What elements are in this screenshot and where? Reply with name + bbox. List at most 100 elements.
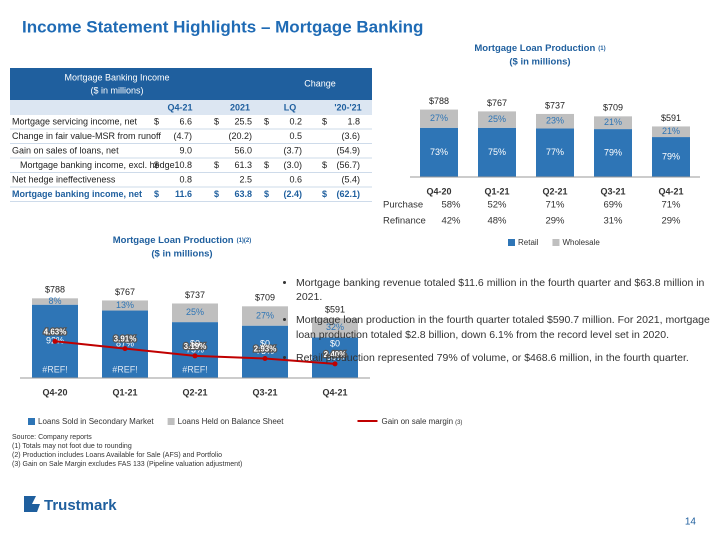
legend-name: Retail	[518, 238, 539, 247]
logo: Trustmark	[44, 497, 117, 514]
segment-label: 32%	[326, 322, 344, 332]
row-label: Mortgage banking income, net	[12, 189, 142, 199]
line-marker	[52, 338, 58, 344]
legend-label: Loans Held on Balance Sheet	[178, 417, 285, 426]
table-header: Change	[304, 78, 336, 88]
total-label: $709	[603, 103, 623, 113]
mix-value: 71%	[661, 200, 681, 211]
total-label: $591	[325, 305, 345, 315]
x-tick-label: Q4-20	[426, 186, 451, 196]
table-col-header: 2021	[230, 102, 250, 112]
table-cell: (62.1)	[336, 189, 360, 199]
x-tick-label: Q4-21	[322, 387, 347, 397]
table-col-bg	[10, 100, 372, 115]
mix-value: 58%	[441, 200, 461, 211]
legend-swatch	[508, 239, 515, 246]
total-label: $767	[115, 287, 135, 297]
table-cell: (3.6)	[341, 131, 360, 141]
chart-title: Mortgage Loan Production (1)(2)	[113, 235, 252, 246]
currency: $	[214, 160, 219, 170]
chart-title-text: Mortgage Loan Production	[474, 43, 595, 54]
currency: $	[264, 116, 269, 126]
mix-label: Purchase	[383, 200, 423, 211]
row-label: Mortgage banking income, excl. hedge	[20, 160, 175, 170]
footnote: (1) Totals may not foot due to rounding	[12, 443, 132, 450]
currency: $	[154, 116, 159, 126]
bullet: Retail production represented 79% of vol…	[296, 351, 720, 365]
table-cell: 10.8	[174, 160, 192, 170]
bullet: Mortgage loan production in the fourth q…	[296, 313, 720, 341]
table-cell: (2.4)	[283, 189, 302, 199]
bullets: Mortgage banking revenue totaled $11.6 m…	[282, 276, 720, 374]
segment-label: 79%	[662, 151, 680, 161]
bar-segment	[242, 325, 288, 378]
legend-name: Loans Sold in Secondary Market	[38, 417, 154, 426]
table-cell: (20.2)	[228, 131, 252, 141]
segment-label: 73%	[256, 346, 274, 356]
legend-swatch	[167, 418, 175, 425]
title-note: (1)(2)	[237, 238, 252, 244]
chart-title: Mortgage Loan Production (1)	[474, 43, 605, 54]
bar-segment	[32, 298, 78, 305]
segment-label: 21%	[662, 126, 680, 136]
segment-label: 13%	[116, 300, 134, 310]
title-note: (1)	[598, 46, 605, 52]
total-label: $737	[545, 100, 565, 110]
bar-segment	[536, 113, 574, 129]
annotation: #REF!	[112, 364, 138, 374]
legend-name: Gain on sale margin	[381, 417, 453, 426]
segment-label: 27%	[430, 113, 448, 123]
legend-name: Wholesale	[562, 238, 600, 247]
total-label: $788	[429, 96, 449, 106]
bar-segment	[312, 337, 358, 378]
table-cell: 25.5	[234, 116, 252, 126]
segment-label: 79%	[604, 147, 622, 157]
line-marker	[262, 355, 268, 361]
currency: $	[154, 160, 159, 170]
segment-label: 87%	[116, 339, 134, 349]
segment-label: 25%	[186, 307, 204, 317]
legend-label: Loans Sold in Secondary Market	[38, 417, 154, 426]
mix-value: 29%	[545, 216, 565, 227]
chart-title-text: Mortgage Loan Production	[113, 235, 234, 246]
mix-value: 69%	[603, 200, 623, 211]
currency: $	[154, 189, 159, 199]
slide-title: Income Statement Highlights – Mortgage B…	[22, 17, 423, 36]
legend-name: Loans Held on Balance Sheet	[178, 417, 285, 426]
mix-value: 31%	[603, 216, 623, 227]
total-label: $767	[487, 98, 507, 108]
currency: $	[322, 189, 327, 199]
legend-label: Wholesale	[562, 238, 600, 247]
table-cell: 1.8	[347, 116, 360, 126]
bullet: Mortgage banking revenue totaled $11.6 m…	[296, 276, 720, 304]
mix-value: 29%	[661, 216, 681, 227]
bar-segment	[478, 127, 516, 177]
table-cell: (54.9)	[336, 145, 360, 155]
x-tick-label: Q1-21	[112, 387, 137, 397]
legend-swatch	[552, 239, 560, 246]
table-cell: (5.4)	[341, 174, 360, 184]
annotation: $0	[330, 338, 340, 348]
chart-subtitle: ($ in millions)	[151, 249, 212, 260]
table-cell: (4.7)	[173, 131, 192, 141]
segment-label: 23%	[546, 116, 564, 126]
segment-label: 25%	[488, 114, 506, 124]
segment-label: 75%	[488, 147, 506, 157]
table-cell: 61.3	[234, 160, 252, 170]
currency: $	[214, 116, 219, 126]
segment-label: 21%	[604, 117, 622, 127]
table-cell: 0.8	[179, 174, 192, 184]
segment-label: 77%	[546, 147, 564, 157]
currency: $	[264, 189, 269, 199]
table-col-header: Q4-21	[167, 102, 192, 112]
row-label: Net hedge ineffectiveness	[12, 174, 116, 184]
row-label: Change in fair value-MSR from runoff	[12, 131, 161, 141]
total-label: $788	[45, 285, 65, 295]
table-header: ($ in millions)	[90, 85, 143, 95]
segment-label: 75%	[186, 344, 204, 354]
row-label: Gain on sales of loans, net	[12, 145, 119, 155]
bar-segment	[102, 300, 148, 311]
footnote: (3) Gain on Sale Margin excludes FAS 133…	[12, 461, 243, 468]
bar-segment	[652, 137, 690, 177]
